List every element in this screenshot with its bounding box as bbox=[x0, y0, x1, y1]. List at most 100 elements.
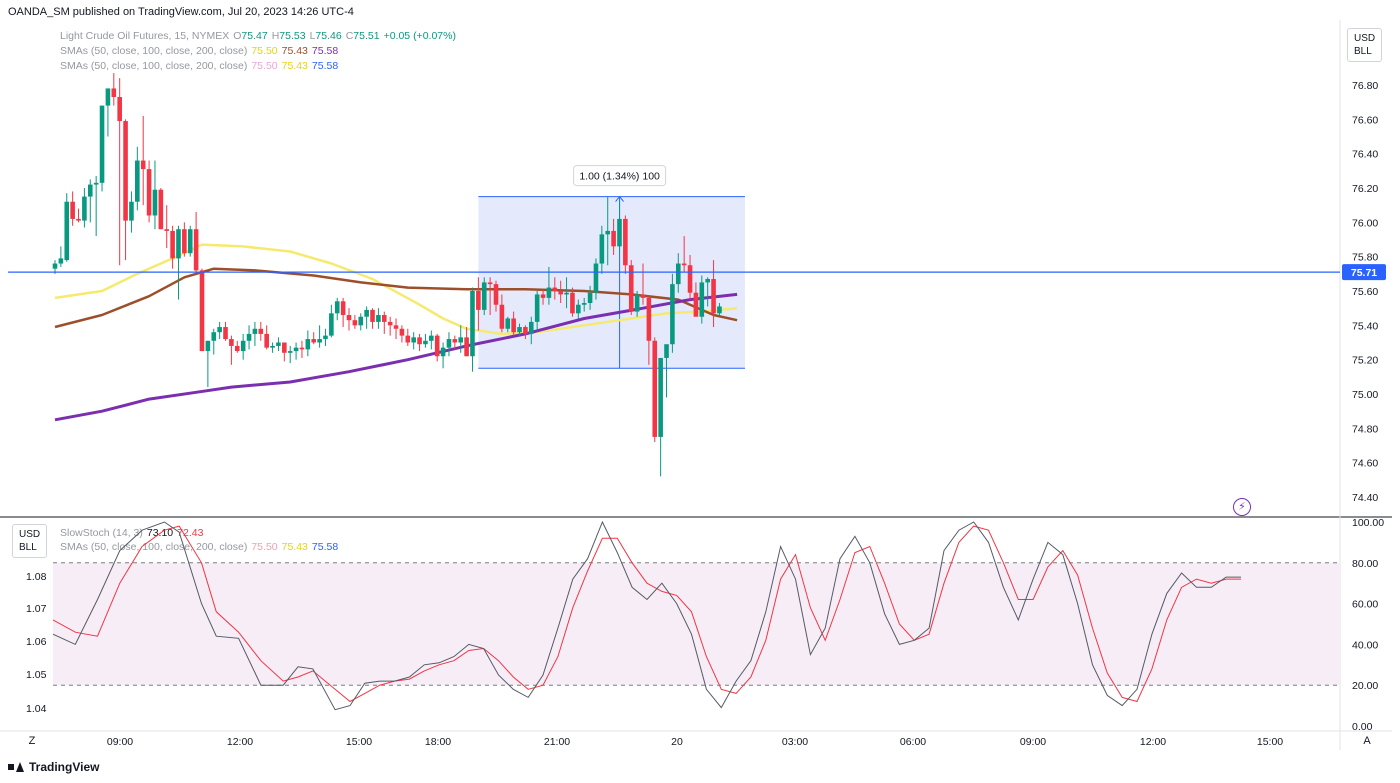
candle-body bbox=[293, 347, 299, 352]
candle-body bbox=[511, 318, 516, 333]
candle-body bbox=[340, 301, 346, 316]
candle-body bbox=[658, 357, 663, 437]
candle-body bbox=[540, 294, 546, 298]
candle-body bbox=[493, 284, 499, 305]
x-tick-label: 03:00 bbox=[782, 736, 808, 748]
measure-label: 1.00 (1.34%) 100 bbox=[579, 171, 660, 183]
sma200-value: 75.58 bbox=[311, 45, 339, 57]
left-tick-label: 1.07 bbox=[26, 603, 47, 615]
candle-body bbox=[199, 270, 205, 352]
candle-body bbox=[452, 339, 458, 343]
c-label: C bbox=[345, 30, 354, 42]
candle-body bbox=[129, 201, 134, 221]
candle-layer bbox=[52, 72, 722, 477]
candle-body bbox=[693, 292, 699, 317]
candle-body bbox=[299, 347, 305, 350]
candle-body bbox=[523, 327, 528, 334]
candle-body bbox=[593, 263, 599, 293]
candle-body bbox=[675, 263, 681, 285]
candle-body bbox=[434, 335, 440, 357]
sma50-value: 75.50 bbox=[251, 45, 278, 57]
candle-body bbox=[205, 340, 211, 352]
candle-body bbox=[576, 304, 581, 314]
candle-body bbox=[623, 218, 628, 266]
x-tick-label: 21:00 bbox=[544, 736, 570, 748]
stoch-y-tick-label: 0.00 bbox=[1352, 721, 1373, 733]
measure-arrow-head bbox=[615, 195, 624, 202]
candle-body bbox=[76, 218, 81, 221]
symbol-name: Light Crude Oil Futures, 15, NYMEX bbox=[60, 30, 230, 42]
candle-body bbox=[458, 337, 464, 343]
lightning-icon[interactable]: ⚡ bbox=[1233, 498, 1251, 516]
y-tick-label: 75.80 bbox=[1352, 252, 1378, 264]
candle-body bbox=[158, 189, 164, 230]
z-button[interactable]: Z bbox=[28, 735, 36, 747]
y-tick-label: 75.00 bbox=[1352, 389, 1378, 401]
candle-body bbox=[470, 291, 475, 357]
stoch-d-value: 72.43 bbox=[177, 527, 204, 539]
candle-body bbox=[476, 291, 481, 310]
candle-body bbox=[240, 340, 246, 352]
measure-box bbox=[478, 196, 745, 369]
sma-legend-1: SMAs (50, close, 100, close, 200, close)… bbox=[60, 45, 342, 57]
x-tick-label: 15:00 bbox=[1257, 736, 1283, 748]
y-tick-label: 74.60 bbox=[1352, 458, 1378, 470]
l-label: L bbox=[309, 30, 316, 42]
candle-body bbox=[99, 105, 105, 183]
candle-body bbox=[681, 263, 687, 266]
candle-body bbox=[276, 342, 281, 346]
stoch-d-line bbox=[52, 525, 1241, 703]
candle-body bbox=[329, 313, 334, 336]
auto-scale-button[interactable]: A bbox=[1363, 735, 1371, 747]
candle-body bbox=[440, 347, 446, 357]
x-tick-label: 09:00 bbox=[107, 736, 133, 748]
candle-body bbox=[105, 88, 111, 106]
x-tick-label: 09:00 bbox=[1020, 736, 1046, 748]
x-tick-label: 18:00 bbox=[425, 736, 451, 748]
candle-body bbox=[123, 121, 128, 221]
candle-body bbox=[481, 282, 487, 310]
stoch-sma-legend: SMAs (50, close, 100, close, 200, close)… bbox=[60, 541, 342, 553]
candle-body bbox=[264, 333, 269, 348]
candle-body bbox=[670, 284, 675, 345]
candle-body bbox=[411, 337, 416, 343]
left-tick-label: 1.05 bbox=[26, 669, 47, 681]
x-tick-label: 06:00 bbox=[900, 736, 926, 748]
price-unit-box[interactable]: USD BLL bbox=[1347, 28, 1383, 62]
candle-body bbox=[640, 294, 646, 298]
sma200-value: 75.58 bbox=[311, 541, 339, 553]
y-tick-label: 76.60 bbox=[1352, 114, 1378, 126]
sma100-value: 75.43 bbox=[281, 60, 308, 72]
candle-body bbox=[87, 184, 93, 197]
candle-body bbox=[193, 229, 199, 271]
candle-body bbox=[376, 315, 381, 322]
symbol-legend: Light Crude Oil Futures, 15, NYMEX O75.47… bbox=[60, 30, 460, 42]
lower-unit-box[interactable]: USD BLL bbox=[12, 524, 48, 558]
candle-body bbox=[446, 339, 452, 348]
candle-body bbox=[611, 230, 616, 247]
candle-body bbox=[217, 327, 222, 333]
measure-label-box bbox=[573, 165, 667, 187]
sma-legend-2: SMAs (50, close, 100, close, 200, close)… bbox=[60, 60, 342, 72]
candle-body bbox=[229, 339, 234, 346]
candle-body bbox=[652, 340, 658, 437]
sma-legend-label: SMAs (50, close, 100, close, 200, close) bbox=[60, 45, 248, 57]
y-tick-label: 76.20 bbox=[1352, 183, 1378, 195]
stoch-y-tick-label: 80.00 bbox=[1352, 558, 1378, 570]
candle-body bbox=[152, 189, 158, 216]
candle-body bbox=[93, 182, 99, 185]
candle-body bbox=[234, 345, 240, 352]
hline-layer: 75.71 bbox=[8, 264, 1386, 281]
candle-body bbox=[64, 201, 70, 261]
sma100-value: 75.43 bbox=[281, 45, 308, 57]
candle-body bbox=[352, 320, 358, 326]
sma50-value: 75.50 bbox=[251, 541, 278, 553]
candle-body bbox=[117, 97, 122, 122]
candle-body bbox=[570, 292, 575, 314]
candle-body bbox=[617, 218, 622, 247]
sma100-line bbox=[54, 267, 738, 329]
stoch-k-line bbox=[52, 520, 1241, 711]
tradingview-logo[interactable]: TradingView bbox=[8, 760, 99, 774]
candle-body bbox=[364, 309, 369, 317]
